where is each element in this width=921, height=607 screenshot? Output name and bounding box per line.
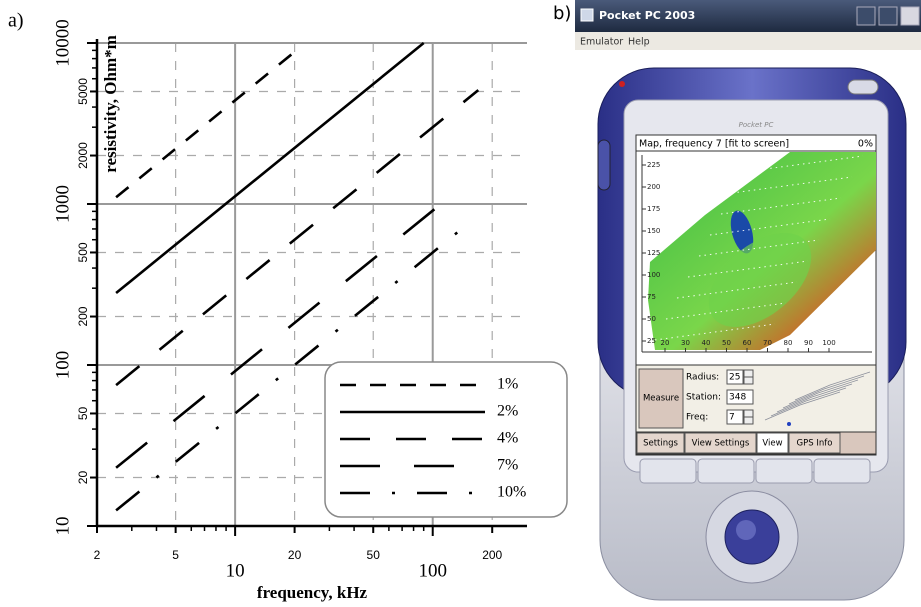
map-x-tick-label: 30 [681, 339, 690, 347]
panel-label: a) [8, 10, 24, 32]
y-tick-label: 20 [76, 471, 90, 485]
field-value: 25 [729, 373, 740, 383]
x-tick-label: 5 [172, 548, 179, 562]
y-tick-label: 100 [52, 351, 73, 380]
x-tick-label: 2 [94, 548, 101, 562]
tab-label: GPS Info [797, 439, 833, 449]
hardware-button[interactable] [640, 459, 696, 483]
measure-label: Measure [643, 394, 679, 404]
map-y-tick-label: 50 [647, 315, 656, 323]
side-button [598, 140, 610, 190]
map-y-tick-label: 175 [647, 205, 660, 213]
x-axis-title: frequency, kHz [257, 583, 368, 602]
series-line [116, 52, 295, 197]
x-tick-label: 100 [418, 560, 447, 581]
menu-item[interactable]: Help [628, 37, 650, 48]
map-y-tick-label: 125 [647, 249, 660, 257]
menu-bar [575, 32, 921, 50]
tab-label: View [762, 439, 782, 449]
series-line [116, 90, 478, 385]
legend-label: 1% [497, 376, 518, 393]
x-tick-label: 10 [226, 560, 245, 581]
station-marker [787, 422, 791, 426]
map-x-tick-label: 20 [661, 339, 670, 347]
window-button[interactable] [879, 7, 897, 25]
map-x-tick-label: 50 [722, 339, 731, 347]
y-tick-label: 5000 [76, 78, 90, 105]
figure: a)25102050100200102050100200500100020005… [0, 0, 921, 607]
legend-label: 2% [497, 403, 518, 420]
map-x-tick-label: 70 [763, 339, 772, 347]
map-title: Map, frequency 7 [fit to screen] [639, 139, 789, 150]
field-label: Freq: [686, 413, 708, 423]
field-label: Station: [686, 393, 721, 403]
legend-label: 10% [497, 484, 526, 501]
map-x-tick-label: 100 [822, 339, 835, 347]
map-y-tick-label: 75 [647, 293, 656, 301]
y-tick-label: 1000 [52, 185, 73, 223]
map-x-tick-label: 40 [702, 339, 711, 347]
map-y-tick-label: 225 [647, 161, 660, 169]
window-title: Pocket PC 2003 [599, 9, 695, 22]
field-label: Radius: [686, 373, 719, 383]
hardware-button[interactable] [814, 459, 870, 483]
window-button[interactable] [901, 7, 919, 25]
tab-label: View Settings [692, 439, 750, 449]
x-tick-label: 50 [367, 548, 381, 562]
map-x-tick-label: 80 [784, 339, 793, 347]
map-y-tick-label: 200 [647, 183, 660, 191]
x-tick-label: 200 [482, 548, 502, 562]
field-value: 348 [729, 393, 746, 403]
led [619, 81, 625, 87]
hardware-button[interactable] [698, 459, 754, 483]
dpad-highlight [736, 520, 756, 540]
brand: Pocket PC [739, 121, 774, 129]
hardware-button[interactable] [756, 459, 812, 483]
tab-label: Settings [643, 439, 678, 449]
window-icon [581, 9, 593, 21]
y-tick-label: 200 [76, 306, 90, 326]
series-line [116, 43, 424, 293]
panel-label: b) [553, 3, 571, 24]
y-tick-label: 500 [76, 242, 90, 262]
map-progress: 0% [858, 139, 873, 150]
speaker-button [848, 80, 878, 94]
y-axis-title: resistivity, Ohm*m [101, 35, 120, 173]
map-y-tick-label: 25 [647, 337, 656, 345]
y-tick-label: 2000 [76, 142, 90, 169]
y-tick-label: 10 [52, 517, 73, 536]
screenshot-panel: b) Pocket PC 2003 Emulator Help Pocket PC Map… [553, 0, 921, 607]
map-y-tick-label: 100 [647, 271, 660, 279]
x-tick-label: 20 [288, 548, 302, 562]
window-button[interactable] [857, 7, 875, 25]
map-x-tick-label: 60 [743, 339, 752, 347]
map-y-tick-label: 150 [647, 227, 660, 235]
field-value: 7 [729, 413, 735, 423]
chart-panel: a) 2 5 10 20 50 100 200 10 20 50 100 200 500 1000 2000 5… [8, 10, 567, 602]
y-tick-label: 10000 [52, 19, 73, 67]
y-tick-label: 50 [76, 406, 90, 420]
legend-label: 4% [497, 430, 518, 447]
menu-item[interactable]: Emulator [580, 37, 623, 48]
legend-label: 7% [497, 457, 518, 474]
map-x-tick-label: 90 [804, 339, 813, 347]
